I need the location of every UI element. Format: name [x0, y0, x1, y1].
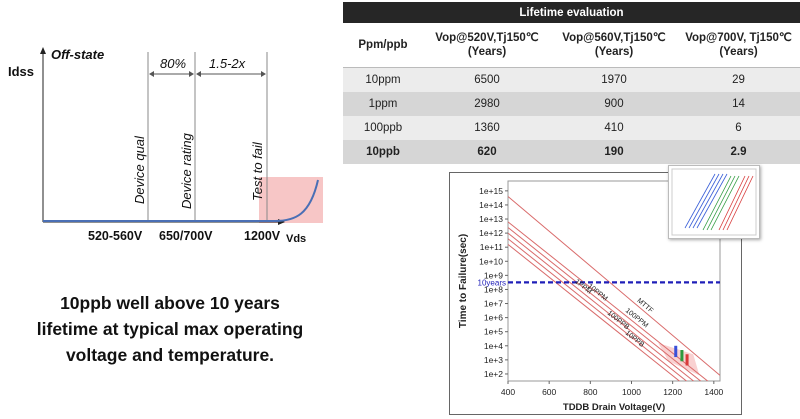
y-tick-label: 1e+12 [479, 228, 503, 238]
cell: 410 [551, 116, 677, 140]
series-line [508, 238, 688, 381]
cell: 2.9 [677, 140, 800, 164]
table-row: 10ppm 6500 1970 29 [343, 67, 800, 92]
inset-blue-lines [684, 173, 728, 229]
series-group [508, 196, 720, 381]
pct-label: 80% [160, 56, 187, 71]
y-tick-label: 1e+8 [484, 284, 503, 294]
x-tick-label: 1400 [704, 387, 723, 397]
x-tick-1: 520-560V [88, 229, 143, 243]
cell: 10ppm [343, 67, 423, 92]
cell: 14 [677, 92, 800, 116]
y-tick-label: 1e+5 [484, 327, 503, 337]
table-title: Lifetime evaluation [343, 2, 800, 23]
test-data-marker [674, 345, 678, 358]
x-axis-label: Vds [286, 233, 307, 245]
idss-diagram-svg [40, 47, 323, 225]
marker-test-to-fail: Test to fail [250, 142, 265, 201]
y-tick-label: 1e+2 [484, 369, 503, 379]
header-560v-line1: Vop@560V,Tj150℃ [562, 32, 666, 44]
header-700v-line1: Vop@700V, Tj150℃ [685, 32, 792, 44]
cell: 6 [677, 116, 800, 140]
ratio-arrow-right [261, 71, 266, 77]
inset-red-lines [718, 175, 754, 231]
ratio-arrow-left [196, 71, 201, 77]
cell: 1970 [551, 67, 677, 92]
y-tick-label: 1e+13 [479, 214, 503, 224]
x-tick-label: 400 [501, 387, 515, 397]
y-tick-label: 1e+7 [484, 299, 503, 309]
marker-device-rating: Device rating [179, 133, 194, 209]
cell: 100ppb [343, 116, 423, 140]
table-title-row: Lifetime evaluation [343, 2, 800, 23]
x-tick-label: 600 [542, 387, 556, 397]
summary-line-3: voltage and temperature. [65, 345, 275, 365]
pct-arrow-right [189, 71, 194, 77]
series-line [508, 221, 709, 381]
cell: 900 [551, 92, 677, 116]
cell: 29 [677, 67, 800, 92]
header-700v: Vop@700V, Tj150℃ (Years) [677, 23, 800, 68]
cell: 620 [423, 140, 551, 164]
x-tick-label: 800 [583, 387, 597, 397]
ratio-label: 1.5-2x [209, 56, 246, 71]
cell: 2980 [423, 92, 551, 116]
pct-arrow-left [149, 71, 154, 77]
y-tick-label: 1e+4 [484, 341, 503, 351]
x-axis-label: TDDB Drain Voltage(V) [563, 402, 665, 413]
header-560v-line2: (Years) [594, 46, 634, 58]
cell: 10ppb [343, 140, 423, 164]
header-520v-line2: (Years) [467, 46, 507, 58]
series-line [508, 196, 720, 376]
header-ppm-text: Ppm/ppb [358, 39, 408, 51]
summary-line-1: 10ppb well above 10 years [60, 293, 280, 313]
series-line [508, 227, 702, 381]
ten-year-label: 10years [478, 278, 506, 287]
table-row: 10ppb 620 190 2.9 [343, 140, 800, 164]
state-label: Off-state [51, 47, 105, 62]
header-520v: Vop@520V,Tj150℃ (Years) [423, 23, 551, 68]
y-axis-label: Idss [8, 64, 35, 79]
lifetime-table: Lifetime evaluation Ppm/ppb Vop@520V,Tj1… [343, 2, 800, 164]
cell: 1360 [423, 116, 551, 140]
cell: 190 [551, 140, 677, 164]
fail-zone-rect [259, 177, 323, 223]
x-tick-label: 1000 [622, 387, 641, 397]
test-data-marker [680, 350, 684, 362]
table-row: 100ppb 1360 410 6 [343, 116, 800, 140]
y-tick-label: 1e+3 [484, 355, 503, 365]
series-line [508, 232, 695, 381]
inset-thumbnail [668, 165, 760, 239]
table-header-row: Ppm/ppb Vop@520V,Tj150℃ (Years) Vop@560V,… [343, 23, 800, 68]
y-tick-label: 1e+11 [480, 242, 504, 252]
x-tick-3: 1200V [244, 229, 281, 243]
inset-plot-svg [671, 168, 757, 236]
series-line [508, 243, 681, 381]
y-tick-label: 1e+15 [479, 186, 503, 196]
inset-green-lines [702, 175, 740, 231]
test-data-marker [685, 354, 689, 366]
y-tick-label: 1e+14 [479, 200, 503, 210]
summary-text: 10ppb well above 10 years lifetime at ty… [0, 290, 340, 368]
idss-curve [43, 179, 319, 222]
header-ppm: Ppm/ppb [343, 23, 423, 68]
marker-device-qual: Device qual [132, 136, 147, 204]
summary-line-2: lifetime at typical max operating [36, 319, 304, 339]
idss-diagram: Idss Off-state 80% 1.5-2x Device qual De… [0, 0, 340, 260]
y-tick-label: 1e+9 [484, 270, 503, 280]
x-tick-label: 1200 [663, 387, 682, 397]
y-tick-label: 1e+6 [484, 313, 503, 323]
y-axis-arrow [40, 47, 46, 54]
table-row: 1ppm 2980 900 14 [343, 92, 800, 116]
cell: 1ppm [343, 92, 423, 116]
header-700v-line2: (Years) [719, 46, 758, 58]
inset-frame [671, 168, 757, 236]
header-560v: Vop@560V,Tj150℃ (Years) [551, 23, 677, 68]
x-tick-2: 650/700V [159, 229, 213, 243]
header-520v-line1: Vop@520V,Tj150℃ [435, 32, 539, 44]
failure-scatter-region [658, 342, 700, 376]
y-tick-label: 1e+10 [479, 256, 503, 266]
cell: 6500 [423, 67, 551, 92]
y-axis-label: Time to Failure(sec) [458, 234, 469, 328]
